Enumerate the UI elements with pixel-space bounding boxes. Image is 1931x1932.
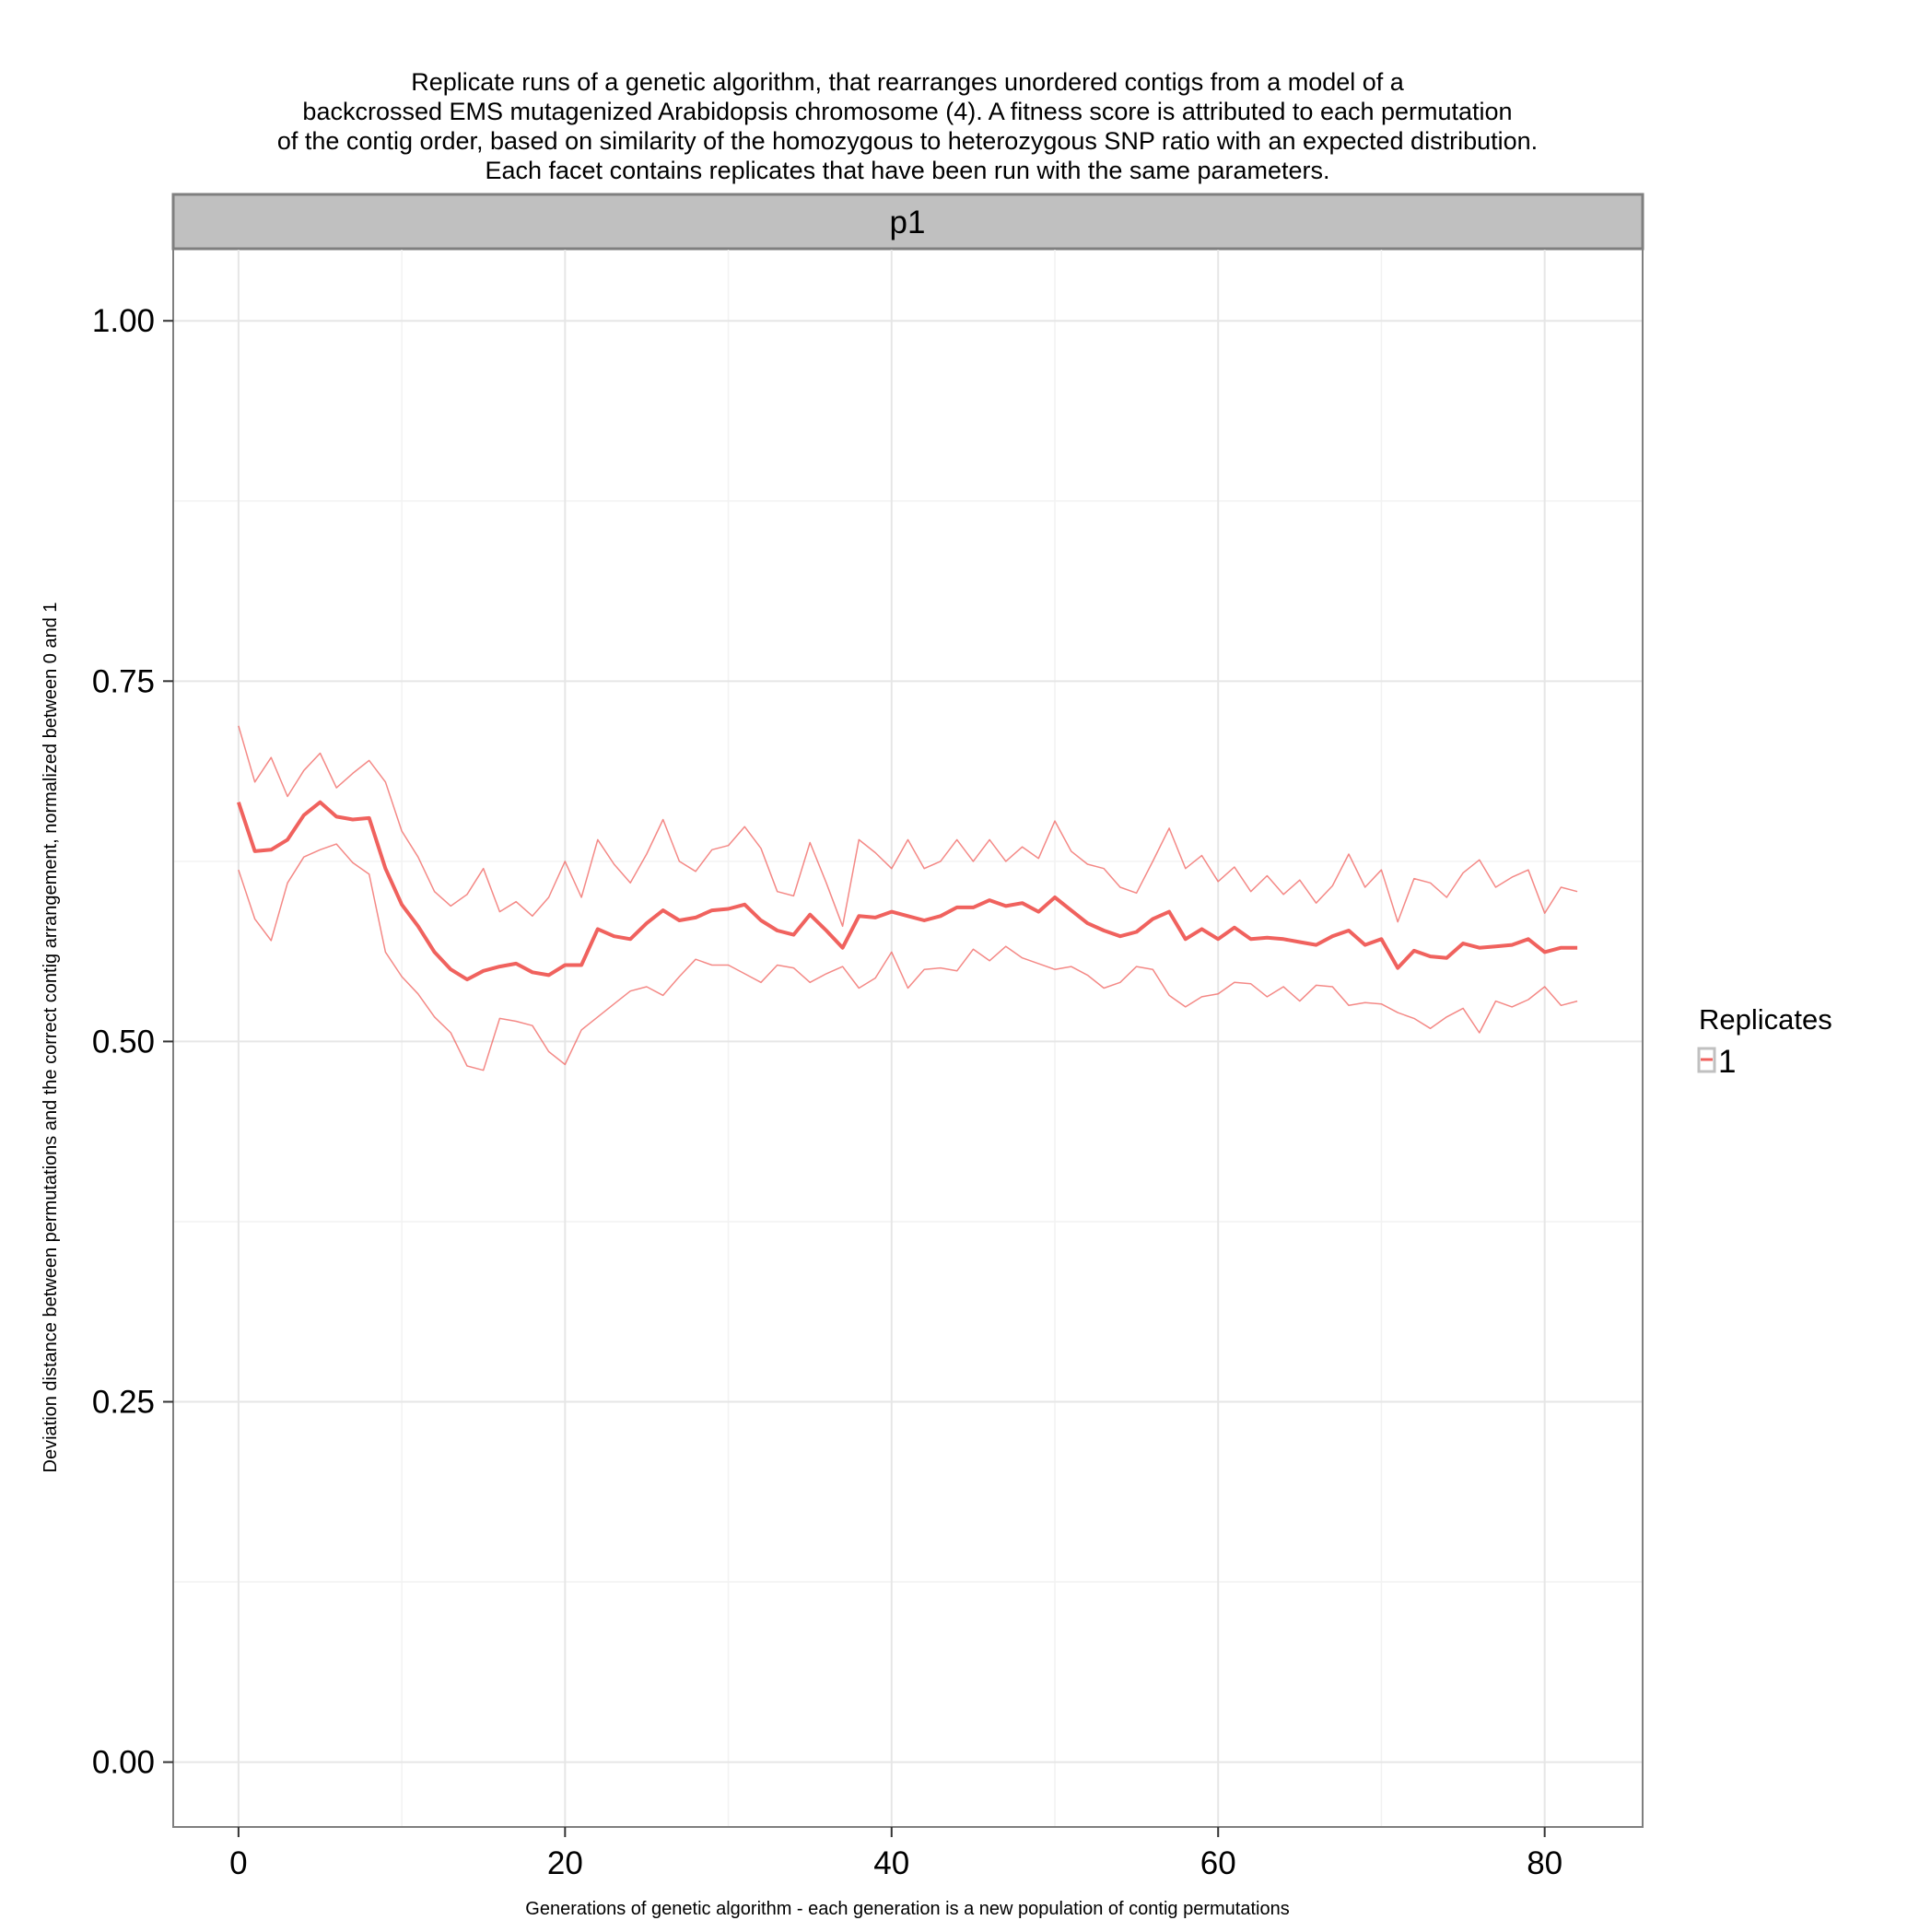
facet-strip-background — [171, 193, 1644, 251]
minor-gridlines — [173, 249, 1643, 1827]
series-line-upper — [238, 725, 1578, 928]
chart-title-line: Each facet contains replicates that have… — [485, 157, 1329, 184]
y-tick-label: 0.00 — [92, 1745, 155, 1781]
x-tick-label: 20 — [547, 1845, 583, 1881]
x-tick-label: 0 — [229, 1845, 247, 1881]
facet-strip-label: p1 — [890, 205, 926, 240]
y-axis: 0.00 0.25 0.50 0.75 1.00 — [92, 303, 173, 1781]
x-tick-label: 60 — [1200, 1845, 1236, 1881]
y-tick-label: 0.75 — [92, 663, 155, 699]
x-axis: 0 20 40 60 80 — [229, 1827, 1562, 1881]
facet-strip: p1 — [171, 193, 1644, 251]
x-tick-label: 40 — [873, 1845, 909, 1881]
plot-panel-border — [172, 248, 1644, 1828]
series-layer — [237, 725, 1578, 1071]
legend-key — [1697, 1047, 1716, 1073]
chart-title-line: of the contig order, based on similarity… — [277, 127, 1538, 155]
x-axis-title: Generations of genetic algorithm - each … — [525, 1899, 1289, 1919]
chart-title: Replicate runs of a genetic algorithm, t… — [277, 68, 1538, 184]
y-tick-label: 0.25 — [92, 1385, 155, 1421]
series-line-mean — [237, 800, 1578, 982]
y-tick-label: 0.50 — [92, 1024, 155, 1060]
y-axis-title: Deviation distance between permutations … — [41, 602, 61, 1472]
legend-label: 1 — [1718, 1044, 1736, 1080]
chart-title-line: Replicate runs of a genetic algorithm, t… — [411, 68, 1405, 96]
legend-title: Replicates — [1699, 1003, 1832, 1036]
x-tick-label: 80 — [1527, 1845, 1562, 1881]
series-line-lower — [238, 843, 1578, 1071]
y-tick-label: 1.00 — [92, 303, 155, 339]
chart-title-line: backcrossed EMS mutagenized Arabidopsis … — [302, 98, 1512, 125]
major-gridlines — [173, 249, 1643, 1827]
legend: Replicates 1 — [1697, 1003, 1832, 1080]
